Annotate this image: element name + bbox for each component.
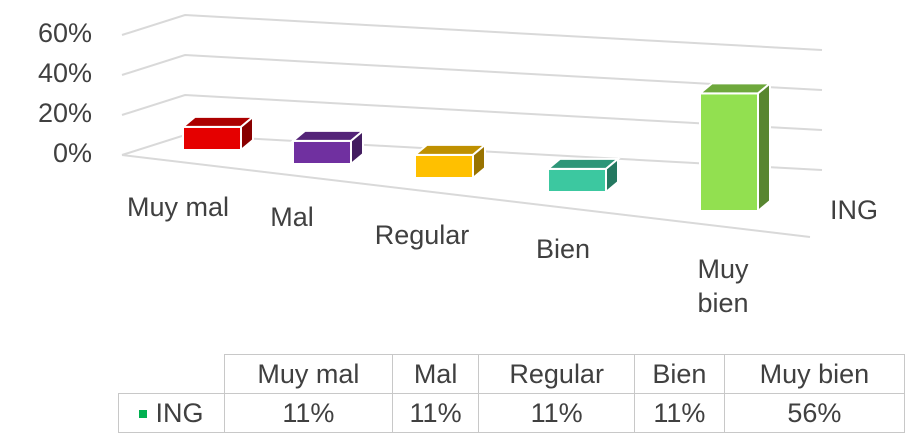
bar-side <box>605 156 619 195</box>
table-row: ING 11% 11% 11% 11% 56% <box>118 393 906 433</box>
bar <box>292 139 352 165</box>
y-tick-label: 20% <box>38 98 92 128</box>
table-value: 11% <box>634 393 725 433</box>
bar <box>414 153 474 179</box>
table-header: Muy mal Mal Regular Bien Muy bien <box>118 354 906 394</box>
table-category: Muy mal <box>223 354 393 394</box>
table-category: Regular <box>478 354 636 394</box>
floor-edge <box>121 154 811 238</box>
x-tick-label: Muy bien <box>697 254 749 318</box>
grid-line <box>121 93 823 131</box>
legend-marker <box>139 410 148 419</box>
bar-group <box>180 114 256 153</box>
bar-group <box>412 142 488 181</box>
bar-side <box>240 114 254 153</box>
bar <box>547 167 607 193</box>
bar-group <box>697 81 773 214</box>
table-value: 11% <box>223 393 393 433</box>
table-category: Muy bien <box>723 354 906 394</box>
y-tick-label: 40% <box>38 58 92 88</box>
x-tick-label: Regular <box>374 220 470 250</box>
y-tick-label: 60% <box>38 18 92 48</box>
bar <box>182 125 242 152</box>
table-category: Mal <box>391 354 480 394</box>
table-value: 11% <box>391 393 480 433</box>
grid-line <box>121 13 823 51</box>
blank-cell <box>118 354 225 394</box>
grid-line <box>121 53 823 91</box>
depth-axis-label: ING <box>830 195 878 225</box>
table-value: 11% <box>478 393 636 433</box>
legend-cell: ING <box>118 393 225 433</box>
bar <box>699 92 759 212</box>
legend-label: ING <box>155 397 204 428</box>
y-tick-label: 0% <box>53 138 92 168</box>
x-tick-label: Mal <box>270 202 314 232</box>
x-tick-label: Muy mal <box>126 192 229 222</box>
table-value: 56% <box>723 393 906 433</box>
plot: 0% 20% 40% 60% ING <box>38 13 878 238</box>
table-category: Bien <box>634 354 725 394</box>
bar-side <box>472 142 486 181</box>
x-tick-label: Bien <box>535 234 591 264</box>
bar-side <box>350 128 364 167</box>
bar-group <box>545 156 621 195</box>
bar-side <box>757 81 771 214</box>
bar-group <box>290 128 366 167</box>
data-table: Muy mal Mal Regular Bien Muy bien ING 11% 11% 1… <box>118 354 906 433</box>
